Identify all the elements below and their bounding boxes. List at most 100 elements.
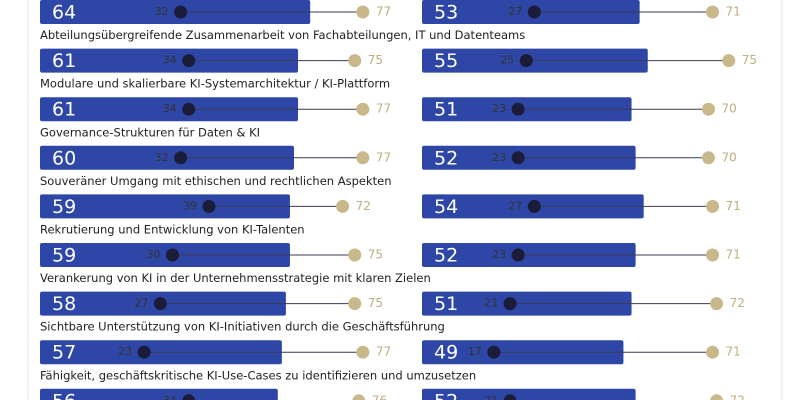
row-label: Sichtbare Unterstützung von KI-Initiativ… [40,320,445,334]
high-dot [348,297,362,311]
low-label: 21 [484,297,498,310]
bar-value: 49 [434,342,458,364]
bar-value: 61 [52,50,76,72]
high-label: 77 [376,5,391,19]
low-label: 17 [468,345,482,358]
high-dot [356,151,370,165]
low-dot [153,297,167,311]
low-dot [511,151,525,165]
low-dot [503,394,517,400]
low-label: 27 [508,5,522,18]
high-dot [352,394,366,400]
bar [40,97,299,122]
high-label: 75 [742,53,757,67]
low-dot [174,5,188,19]
low-label: 23 [118,345,132,358]
low-label: 30 [147,248,161,261]
bar-value: 55 [434,50,458,72]
low-label: 27 [508,199,522,212]
high-label: 71 [726,345,741,359]
low-label: 34 [163,394,177,400]
low-label: 23 [492,151,506,164]
low-label: 34 [163,102,177,115]
row-label: Fähigkeit, geschäftskritische KI-Use-Cas… [40,368,476,382]
low-dot [511,102,525,116]
high-label: 76 [372,393,387,400]
low-label: 23 [492,248,506,261]
low-label: 39 [183,199,197,212]
high-dot [356,102,370,116]
low-dot [202,199,216,213]
low-dot [166,248,179,262]
high-label: 72 [356,199,371,213]
high-dot [702,102,715,116]
high-dot [722,54,736,68]
bar-value: 54 [434,196,458,218]
low-dot [519,54,533,68]
row-label: Rekrutierung und Entwicklung von KI-Tale… [40,223,305,237]
low-label: 32 [155,5,169,18]
low-dot [511,248,525,262]
high-label: 70 [722,102,737,116]
row-label: Verankerung von KI in der Unternehmensst… [40,271,431,285]
low-dot [174,151,188,165]
bar-value: 64 [52,2,76,24]
high-dot [356,345,370,359]
high-dot [706,199,720,213]
bar-value: 57 [52,342,76,364]
high-dot [336,199,350,213]
high-dot [710,297,724,311]
row-label: Modulare und skalierbare KI-Systemarchit… [40,77,390,91]
low-label: 21 [484,394,498,400]
bar [40,48,299,73]
low-dot [487,345,501,359]
bar [40,145,294,170]
bar-value: 51 [434,293,458,315]
high-dot [348,248,362,262]
bar [40,388,278,400]
bar-value: 61 [52,99,76,121]
high-dot [706,248,720,262]
bar [40,243,290,267]
low-dot [182,394,196,400]
high-label: 72 [730,296,745,310]
high-label: 77 [376,345,391,359]
high-label: 75 [368,53,383,67]
bar [422,388,636,400]
bar-value: 58 [52,293,76,315]
low-dot [527,199,541,213]
high-label: 70 [722,150,737,164]
bar-value: 53 [434,2,458,24]
low-dot [182,54,196,68]
high-label: 72 [730,393,745,400]
low-label: 27 [134,297,148,310]
bar-value: 52 [434,390,458,400]
high-dot [702,151,715,165]
bar-value: 59 [52,245,76,267]
bar-value: 52 [434,245,458,267]
bar-value: 56 [52,390,76,400]
bar-value: 51 [434,99,458,121]
high-label: 71 [726,248,741,262]
high-dot [706,345,720,359]
high-dot [348,54,362,68]
row-label: Governance-Strukturen für Daten & KI [40,125,260,139]
bar-value: 60 [52,147,76,169]
high-label: 71 [726,5,741,19]
low-dot [527,5,541,19]
high-label: 75 [368,248,383,262]
high-label: 77 [376,150,391,164]
high-label: 77 [376,102,391,116]
high-label: 75 [368,296,383,310]
low-label: 32 [155,151,169,164]
low-label: 34 [163,54,177,67]
low-label: 25 [500,54,514,67]
bar-value: 59 [52,196,76,218]
high-dot [706,5,720,19]
bar [40,194,290,219]
low-dot [182,102,196,116]
low-label: 23 [492,102,506,115]
high-dot [356,5,370,19]
